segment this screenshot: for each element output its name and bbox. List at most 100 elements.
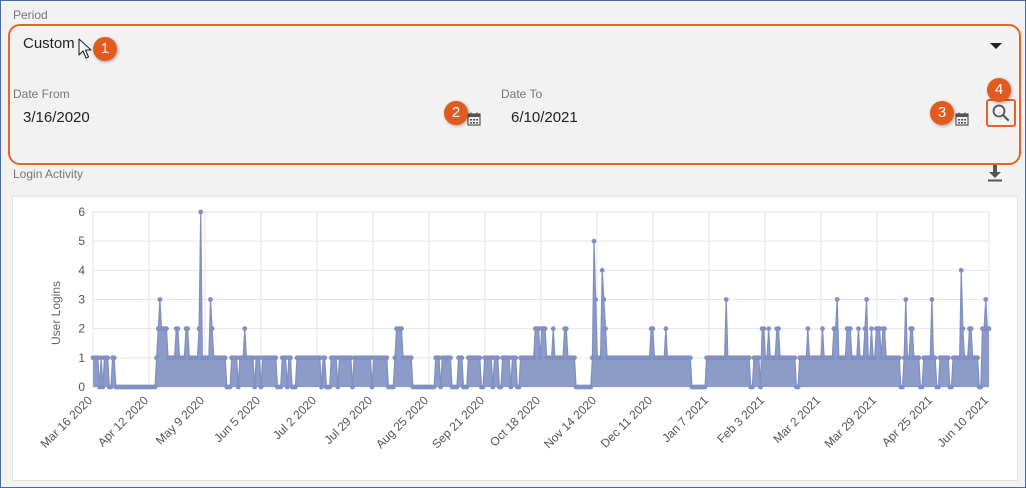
data-point <box>650 326 656 332</box>
data-point <box>495 355 501 361</box>
data-point <box>454 384 460 390</box>
data-point <box>459 355 465 361</box>
data-point <box>834 297 840 302</box>
data-point <box>702 384 708 390</box>
data-point <box>919 384 925 390</box>
data-point <box>227 384 233 390</box>
data-point <box>986 326 992 332</box>
data-point <box>560 355 566 361</box>
data-point <box>154 355 160 361</box>
data-point <box>766 326 772 332</box>
data-point <box>477 355 483 361</box>
data-point <box>829 355 835 361</box>
data-point <box>322 355 328 361</box>
data-point <box>847 326 853 332</box>
y-axis-label: User Logins <box>49 281 63 345</box>
data-point <box>842 355 848 361</box>
data-point <box>903 297 909 302</box>
data-point <box>833 326 838 332</box>
data-point <box>878 355 884 361</box>
data-point <box>258 384 264 390</box>
date-to-field[interactable]: 6/10/2021 <box>511 109 578 126</box>
data-point <box>756 355 762 361</box>
data-point <box>350 384 355 390</box>
data-point <box>572 355 577 361</box>
data-point <box>647 355 652 361</box>
data-point <box>152 384 158 390</box>
data-point <box>252 384 257 390</box>
data-point <box>945 355 951 361</box>
data-point <box>513 355 519 361</box>
period-select[interactable]: Custom <box>23 35 75 52</box>
data-point <box>508 384 514 390</box>
x-tick-label: Dec 11 2020 <box>598 393 656 451</box>
data-point <box>392 355 398 361</box>
data-point <box>906 355 912 361</box>
chevron-down-icon[interactable] <box>990 43 1002 49</box>
x-tick-label: Jun 10 2021 <box>935 393 992 450</box>
data-point <box>235 384 241 390</box>
callout-badge-4: 4 <box>987 78 1011 102</box>
data-point <box>965 355 971 361</box>
data-point <box>182 355 187 361</box>
data-point <box>208 297 213 302</box>
date-to-label: Date To <box>501 87 543 101</box>
data-point <box>209 326 215 332</box>
data-point <box>792 355 798 361</box>
data-point <box>958 267 964 273</box>
data-point <box>531 355 537 361</box>
data-point <box>537 355 543 361</box>
y-tick-label: 4 <box>78 263 85 277</box>
data-point <box>292 384 298 390</box>
data-point <box>431 384 437 390</box>
data-point <box>369 384 375 390</box>
x-tick-label: Mar 29 2021 <box>822 393 880 451</box>
login-activity-label: Login Activity <box>13 167 84 181</box>
data-point <box>195 355 200 361</box>
data-point <box>772 355 778 361</box>
data-point <box>464 384 470 390</box>
calendar-icon[interactable] <box>467 112 481 126</box>
x-tick-label: Jul 2 2020 <box>270 393 319 442</box>
data-point <box>599 267 605 273</box>
data-point <box>198 209 204 215</box>
data-point <box>949 384 954 390</box>
data-point <box>957 355 963 361</box>
data-point <box>593 297 599 302</box>
search-icon <box>992 104 1010 122</box>
data-point <box>909 326 915 332</box>
data-point <box>490 384 496 390</box>
x-tick-label: Apr 12 2020 <box>95 393 151 449</box>
y-tick-label: 3 <box>78 293 85 307</box>
data-point <box>175 326 181 332</box>
data-point <box>399 326 404 332</box>
cursor-pointer-icon <box>78 38 92 59</box>
y-tick-label: 0 <box>78 380 85 394</box>
data-point <box>603 326 608 332</box>
data-point <box>749 384 755 390</box>
data-point <box>542 326 548 332</box>
data-point <box>862 326 868 332</box>
data-point <box>805 326 811 332</box>
data-point <box>869 326 874 332</box>
data-point <box>860 355 866 361</box>
data-point <box>936 384 941 390</box>
y-axis-ticks: 0 1 2 3 4 5 6 <box>78 205 85 394</box>
data-point <box>319 384 324 390</box>
x-tick-label: Feb 3 2021 <box>714 393 767 446</box>
x-tick-label: Apr 25 2021 <box>879 393 935 449</box>
data-point <box>872 355 878 361</box>
data-point <box>284 384 290 390</box>
date-from-field[interactable]: 3/16/2020 <box>23 109 90 126</box>
data-point <box>335 384 341 390</box>
data-point <box>591 238 597 244</box>
data-point <box>206 355 212 361</box>
calendar-icon[interactable] <box>955 112 969 126</box>
download-icon[interactable] <box>987 164 1003 182</box>
data-point <box>663 326 669 332</box>
data-point <box>164 326 169 332</box>
data-point <box>975 355 980 361</box>
date-from-label: Date From <box>13 87 70 101</box>
data-point <box>598 355 603 361</box>
